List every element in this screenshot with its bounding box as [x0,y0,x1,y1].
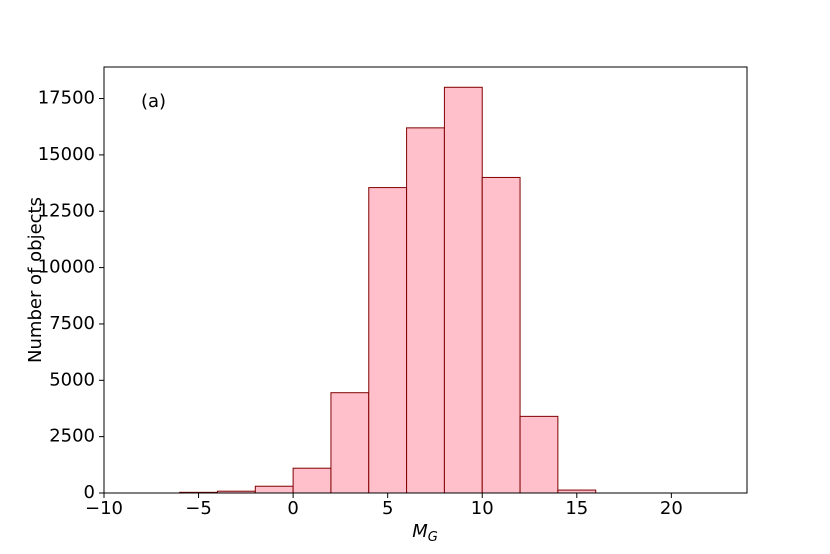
x-axis-label-sub: G [428,530,438,545]
x-axis-label-main: M [412,521,428,542]
y-tick-label: 5000 [49,369,95,390]
bar [368,187,408,494]
x-tick-label: −5 [185,498,212,519]
bar [292,467,332,494]
x-tick-label: 20 [660,498,683,519]
y-tick-label: 17500 [38,88,95,109]
y-tick-label: 12500 [38,200,95,221]
annotation: (a) [141,91,166,112]
x-tick-label: 10 [471,498,494,519]
y-tick-label: 0 [84,482,95,503]
y-tick-label: 7500 [49,313,95,334]
x-tick-label: 15 [565,498,588,519]
y-tick-label: 10000 [38,257,95,278]
x-tick-label: 0 [287,498,298,519]
bar [330,392,370,494]
y-tick-label: 2500 [49,426,95,447]
y-axis-label: Number of objects [25,197,46,363]
x-tick-label: 5 [382,498,393,519]
bar [519,415,559,494]
y-tick-label: 15000 [38,144,95,165]
bar [481,176,521,494]
bar [254,485,294,494]
x-tick-label: −10 [85,498,123,519]
plot-frame [103,66,748,494]
bar [406,127,445,494]
x-axis-label: MG [412,521,438,545]
bar [443,86,483,494]
